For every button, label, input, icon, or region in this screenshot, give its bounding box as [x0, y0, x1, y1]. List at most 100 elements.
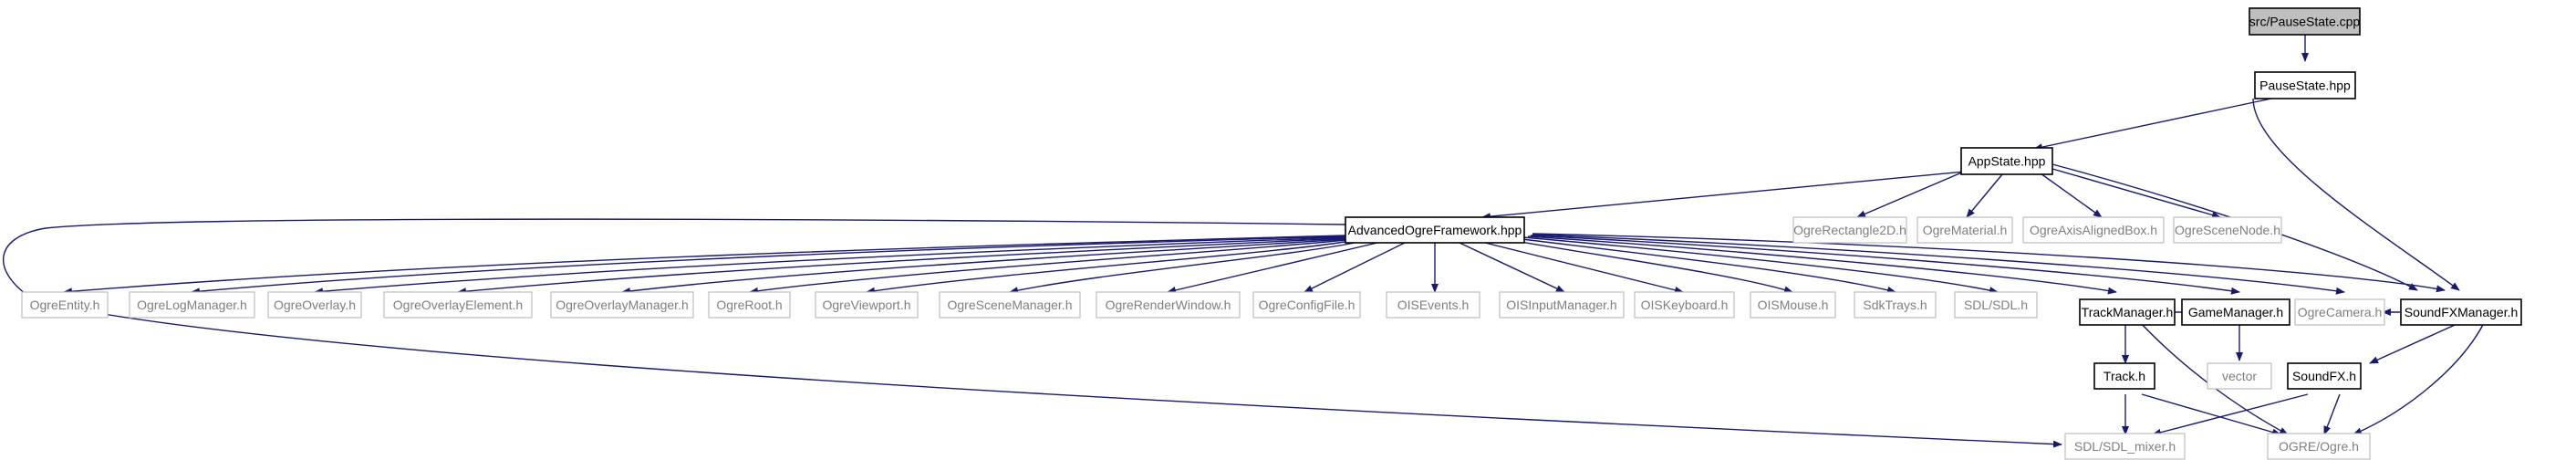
node-label: OgreOverlayManager.h [556, 298, 689, 312]
node-ogreconfigfile-h: OgreConfigFile.h [1252, 291, 1361, 319]
edge-aof-to-ogreoverlaymanager-h [621, 238, 1346, 295]
edge-aof-to-sdl-sdl-mixer-h [3, 218, 2062, 448]
node-label: OgreConfigFile.h [1259, 298, 1356, 312]
node-label: OgreSceneManager.h [948, 298, 1073, 312]
edge-appstate-hpp-to-advancedogreframework-hpp [1481, 168, 1995, 221]
node-soundfxmanager-h[interactable]: SoundFXManager.h [2400, 298, 2522, 326]
edge-appstate-hpp-to-ogrerectangle2d-h [1856, 168, 1971, 218]
node-track-h[interactable]: Track.h [2093, 362, 2155, 390]
node-sdl-sdl-h: SDL/SDL.h [1954, 291, 2038, 319]
edge-aof-to-soundfxmanager-h [1532, 233, 2446, 293]
edge-aof-to-ogrecamera-h [1532, 234, 2345, 295]
edge-appstate-hpp-to-ogrematerial-h [1966, 168, 2008, 218]
node-ogrerenderwindow-h: OgreRenderWindow.h [1096, 291, 1241, 319]
edge-aof-to-ogrerenderwindow-h [1167, 242, 1378, 294]
edge-appstate-hpp-to-ogrescenenode-h [2051, 168, 2221, 219]
edge-aof-to-ogreentity-h [63, 235, 1346, 296]
edge-aof-to-gamemanager-h [1530, 235, 2240, 295]
node-pausestate-cpp: src/PauseState.cpp [2249, 7, 2361, 36]
node-label: OgreOverlay.h [274, 298, 356, 312]
edge-aof-to-ogrescenemanager-h [1009, 241, 1360, 295]
node-label: SdkTrays.h [1863, 298, 1927, 312]
node-label: OISMouse.h [1758, 298, 1829, 312]
node-label: SoundFXManager.h [2405, 305, 2519, 319]
node-label: OgreViewport.h [822, 298, 910, 312]
node-trackmanager-h[interactable]: TrackManager.h [2079, 298, 2176, 326]
edge-aof-to-oiskeyboard-h [1477, 240, 1684, 294]
node-advancedogreframework-hpp[interactable]: AdvancedOgreFramework.hpp [1345, 216, 1525, 244]
node-ogreentity-h: OgreEntity.h [21, 291, 109, 319]
node-ogreviewport-h: OgreViewport.h [815, 291, 919, 319]
edge-aof-to-sdktrays-h [1513, 237, 1896, 294]
dependency-edges [3, 35, 2486, 448]
edge-aof-to-ogrelogmanager-h [191, 235, 1346, 296]
node-label: OgreRenderWindow.h [1106, 298, 1231, 312]
node-label: OgreEntity.h [30, 298, 100, 312]
edge-aof-to-ogreconfigfile-h [1304, 242, 1406, 293]
node-label: src/PauseState.cpp [2249, 15, 2361, 29]
node-label: OgreOverlayElement.h [393, 298, 523, 312]
node-oisevents-h: OISEvents.h [1386, 291, 1480, 319]
node-soundfx-h[interactable]: SoundFX.h [2287, 362, 2362, 390]
edge-soundfxmanager-h-to-soundfx-h [2369, 320, 2464, 364]
node-ogrematerial-h: OgreMaterial.h [1916, 216, 2013, 244]
edge-pausestate-hpp-to-appstate-hpp [2033, 98, 2272, 152]
node-label: OgreAxisAlignedBox.h [2030, 223, 2157, 237]
node-ogrescenemanager-h: OgreSceneManager.h [939, 291, 1081, 319]
edge-aof-to-oisinputmanager-h [1459, 242, 1565, 293]
node-ogreroot-h: OgreRoot.h [708, 291, 791, 319]
node-label: OgreRoot.h [716, 298, 782, 312]
node-label: OgreSceneNode.h [2175, 223, 2280, 237]
node-label: TrackManager.h [2082, 305, 2174, 319]
node-label: SDL/SDL_mixer.h [2074, 439, 2176, 454]
node-label: PauseState.hpp [2259, 78, 2351, 93]
edge-aof-to-ogreroot-h [749, 239, 1346, 295]
edge-soundfxmanager-h-to-ogre-ogre-h [2353, 320, 2486, 435]
node-ogreoverlayelement-h: OgreOverlayElement.h [383, 291, 533, 319]
node-oiskeyboard-h: OISKeyboard.h [1634, 291, 1735, 319]
node-vector: vector [2207, 362, 2272, 390]
node-label: SDL/SDL.h [1964, 298, 2028, 312]
node-ogrescenenode-h: OgreSceneNode.h [2173, 216, 2282, 244]
edge-aof-to-oismouse-h [1504, 238, 1793, 294]
node-oisinputmanager-h: OISInputManager.h [1499, 291, 1625, 319]
node-label: OISEvents.h [1397, 298, 1470, 312]
edge-aof-to-sdl-sdl-h [1522, 236, 1999, 294]
node-ogrelogmanager-h: OgreLogManager.h [129, 291, 255, 319]
edge-pausestate-hpp-to-soundfxmanager-h [2252, 98, 2460, 291]
node-gamemanager-h[interactable]: GameManager.h [2181, 298, 2290, 326]
node-ogre-ogre-h: OGRE/Ogre.h [2267, 433, 2371, 460]
edge-aof-to-ogreoverlayelement-h [457, 237, 1346, 296]
edge-track-h-to-ogre-ogre-h [2141, 393, 2281, 436]
edge-appstate-hpp-to-ogreaxisalignedbox-h [2033, 168, 2103, 218]
node-label: AdvancedOgreFramework.hpp [1348, 223, 1522, 237]
node-ogreaxisalignedbox-h: OgreAxisAlignedBox.h [2022, 216, 2165, 244]
node-label: OgreLogManager.h [137, 298, 247, 312]
edge-aof-to-ogreviewport-h [866, 240, 1351, 295]
node-label: OISKeyboard.h [1641, 298, 1729, 312]
edge-aof-to-trackmanager-h [1527, 235, 2117, 295]
edge-aof-to-ogreoverlay-h [314, 236, 1346, 296]
node-label: OgreRectangle2D.h [1793, 223, 1906, 237]
node-sdktrays-h: SdkTrays.h [1854, 291, 1937, 319]
edge-soundfx-h-to-sdl-sdl-mixer-h [2152, 393, 2309, 436]
node-label: SoundFX.h [2292, 369, 2356, 383]
node-ogrecamera-h: OgreCamera.h [2294, 298, 2385, 326]
node-oismouse-h: OISMouse.h [1750, 291, 1836, 319]
node-ogrerectangle2d-h: OgreRectangle2D.h [1792, 216, 1907, 244]
node-label: GameManager.h [2188, 305, 2283, 319]
node-label: OgreCamera.h [2298, 305, 2383, 319]
node-label: OISInputManager.h [1506, 298, 1616, 312]
node-label: AppState.hpp [1968, 154, 2046, 169]
node-label: OgreMaterial.h [1923, 223, 2008, 237]
node-pausestate-hpp[interactable]: PauseState.hpp [2254, 71, 2356, 99]
node-label: vector [2222, 369, 2257, 383]
edge-soundfx-h-to-ogre-ogre-h [2323, 393, 2341, 435]
node-label: OGRE/Ogre.h [2279, 439, 2359, 454]
node-ogreoverlay-h: OgreOverlay.h [267, 291, 362, 319]
node-label: Track.h [2103, 369, 2145, 383]
node-sdl-sdl-mixer-h: SDL/SDL_mixer.h [2064, 433, 2186, 460]
node-appstate-hpp[interactable]: AppState.hpp [1960, 147, 2053, 175]
node-ogreoverlaymanager-h: OgreOverlayManager.h [550, 291, 694, 319]
